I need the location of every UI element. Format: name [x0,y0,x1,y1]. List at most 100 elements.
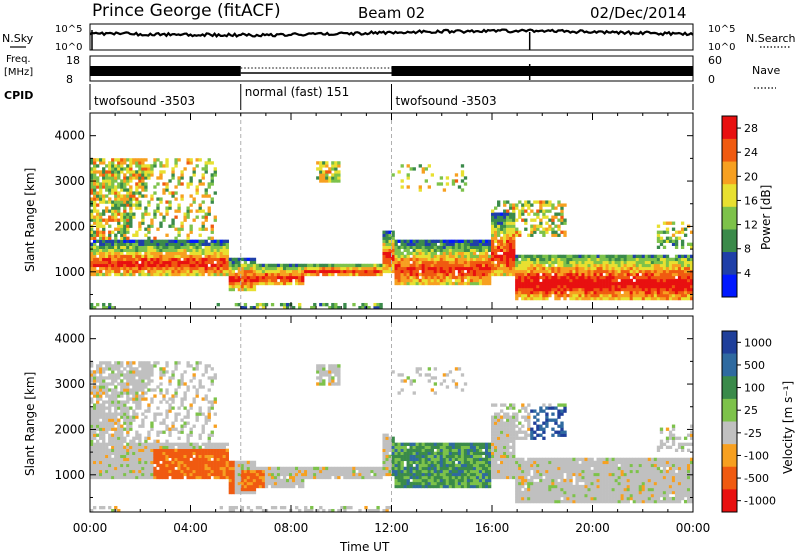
heatmap-cell [108,400,112,404]
heatmap-cell [144,385,148,389]
heatmap-cell [433,269,438,274]
cpid-segment-label: normal (fast) 151 [245,85,349,99]
heatmap-cell [282,478,287,483]
heatmap-cell [403,278,407,283]
heatmap-cell [156,451,160,456]
heatmap-cell [352,466,356,471]
heatmap-cell [180,245,184,249]
heatmap-cell [524,290,528,295]
heatmap-cell [138,388,142,392]
heatmap-cell [171,376,175,380]
heatmap-cell [683,269,688,274]
heatmap-cell [385,439,389,443]
cpid-label: CPID [4,89,33,102]
heatmap-cell [566,293,570,298]
heatmap-cell [497,269,501,274]
heatmap-cell [204,254,208,259]
heatmap-cell [207,400,211,404]
heatmap-cell [394,269,398,274]
heatmap-cell [358,466,362,471]
heatmap-cell [313,272,317,277]
heatmap-cell [147,445,151,449]
heatmap-cell [255,263,260,268]
heatmap-cell [111,415,115,419]
heatmap-cell [165,272,169,277]
heatmap-cell [150,218,154,222]
heatmap-cell [177,442,181,446]
heatmap-cell [174,469,178,474]
heatmap-cell [96,442,100,446]
heatmap-cell [557,281,561,286]
heatmap-cell [114,508,118,513]
heatmap-cell [545,257,549,262]
heatmap-cell [322,263,326,268]
heatmap-cell [102,466,106,471]
heatmap-cell [252,263,257,268]
heatmap-cell [373,472,377,477]
heatmap-cell [515,281,519,286]
heatmap-cell [560,203,564,207]
heatmap-cell [108,242,112,246]
heatmap-cell [644,293,649,298]
heatmap-cell [650,290,655,295]
heatmap-cell [361,266,365,271]
heatmap-cell [141,418,145,422]
heatmap-cell [171,400,175,404]
heatmap-cell [156,227,160,231]
heatmap-cell [129,388,133,392]
heatmap-cell [207,463,211,468]
heatmap-cell [114,361,118,365]
heatmap-cell [138,191,142,195]
heatmap-cell [442,281,447,286]
heatmap-cell [162,430,166,434]
heatmap-cell [93,409,97,413]
heatmap-cell [554,290,558,295]
heatmap-cell [575,275,579,280]
heatmap-cell [442,257,447,262]
heatmap-cell [668,281,673,286]
heatmap-cell [234,278,239,283]
heatmap-cell [285,263,290,268]
heatmap-cell [114,436,118,440]
heatmap-cell [457,254,462,259]
heatmap-cell [138,379,142,383]
heatmap-cell [418,272,422,277]
heatmap-cell [114,191,118,195]
heatmap-cell [165,212,169,216]
heatmap-cell [539,254,543,259]
heatmap-cell [358,266,362,271]
heatmap-cell [129,472,133,477]
heatmap-cell [174,367,178,371]
heatmap-cell [156,209,160,213]
heatmap-cell [213,460,217,465]
heatmap-cell [412,281,416,286]
heatmap-cell [168,397,172,401]
heatmap-cell [231,487,236,492]
heatmap-cell [629,269,633,274]
heatmap-cell [228,281,232,286]
heatmap-cell [647,257,652,262]
heatmap-cell [99,263,103,268]
heatmap-cell [352,469,356,474]
heatmap-cell [246,475,251,480]
heatmap-cell [319,173,323,177]
heatmap-cell [509,248,513,253]
heatmap-cell [497,260,501,265]
heatmap-cell [460,179,465,183]
heatmap-cell [264,266,269,271]
heatmap-cell [364,266,368,271]
heatmap-cell [509,212,513,216]
heatmap-cell [165,266,169,271]
heatmap-cell [237,263,242,268]
heatmap-cell [102,185,106,189]
heatmap-cell [512,218,516,222]
heatmap-cell [180,403,184,407]
heatmap-cell [617,263,621,268]
heatmap-cell [560,212,564,216]
heatmap-cell [132,191,136,195]
heatmap-cell [560,266,564,271]
heatmap-cell [255,475,260,480]
heatmap-cell [605,260,609,265]
heatmap-cell [102,421,106,425]
heatmap-cell [494,245,498,249]
